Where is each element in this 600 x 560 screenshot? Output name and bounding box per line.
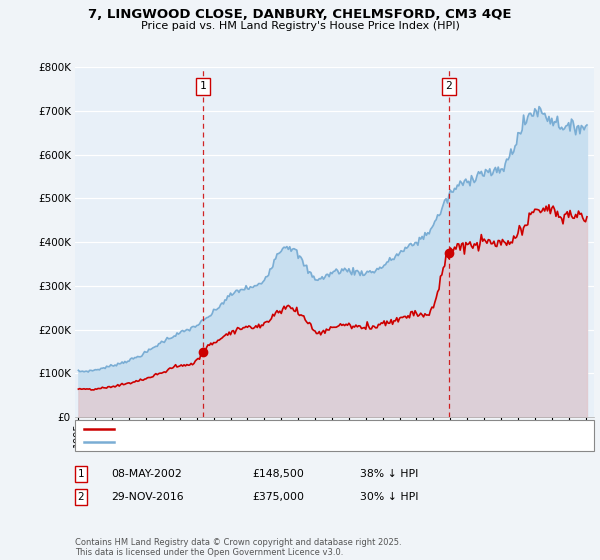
Text: 1: 1 <box>200 81 206 91</box>
Text: 08-MAY-2002: 08-MAY-2002 <box>111 469 182 479</box>
Text: £148,500: £148,500 <box>252 469 304 479</box>
Text: 29-NOV-2016: 29-NOV-2016 <box>111 492 184 502</box>
Text: 2: 2 <box>446 81 452 91</box>
Text: 38% ↓ HPI: 38% ↓ HPI <box>360 469 418 479</box>
Text: 2: 2 <box>77 492 85 502</box>
Text: £375,000: £375,000 <box>252 492 304 502</box>
Text: HPI: Average price, detached house, Chelmsford: HPI: Average price, detached house, Chel… <box>120 438 350 447</box>
Text: 7, LINGWOOD CLOSE, DANBURY, CHELMSFORD, CM3 4QE: 7, LINGWOOD CLOSE, DANBURY, CHELMSFORD, … <box>88 8 512 21</box>
Text: Contains HM Land Registry data © Crown copyright and database right 2025.
This d: Contains HM Land Registry data © Crown c… <box>75 538 401 557</box>
Text: 1: 1 <box>77 469 85 479</box>
Text: Price paid vs. HM Land Registry's House Price Index (HPI): Price paid vs. HM Land Registry's House … <box>140 21 460 31</box>
Text: 7, LINGWOOD CLOSE, DANBURY, CHELMSFORD, CM3 4QE (detached house): 7, LINGWOOD CLOSE, DANBURY, CHELMSFORD, … <box>120 424 479 433</box>
Text: 30% ↓ HPI: 30% ↓ HPI <box>360 492 419 502</box>
